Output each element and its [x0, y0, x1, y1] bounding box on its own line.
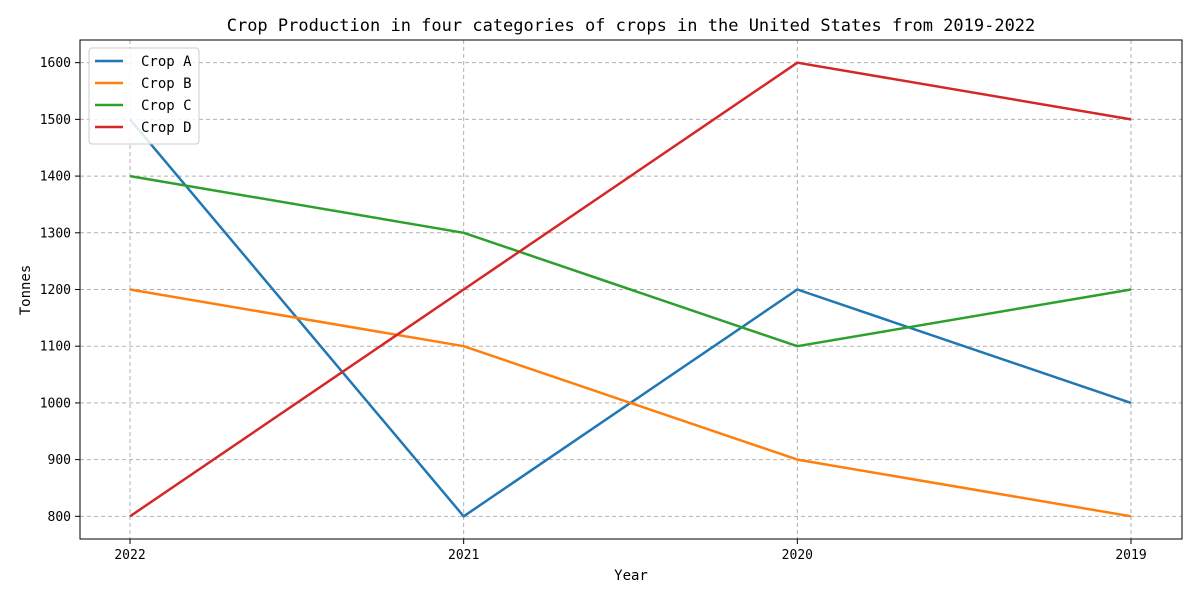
series-line-crop-d — [129, 61, 1132, 518]
y-tick-label: 900 — [48, 453, 71, 468]
legend-label: Crop B — [141, 76, 192, 92]
y-tick-label: 1300 — [40, 226, 71, 241]
legend: Crop A Crop B Crop C Crop D — [88, 47, 200, 145]
x-tick-label: 2020 — [782, 548, 813, 563]
y-tick-label: 1200 — [40, 283, 71, 298]
series-line-crop-a — [129, 118, 1132, 518]
legend-box — [88, 47, 200, 145]
y-axis-ticks: 800 900 1000 1100 1200 1300 1400 1500 1600 — [40, 56, 80, 525]
x-tick-label: 2022 — [114, 548, 145, 563]
chart-title: Crop Production in four categories of cr… — [227, 16, 1036, 36]
grid-lines — [80, 40, 1182, 539]
y-tick-label: 1600 — [40, 56, 71, 71]
y-axis-label: Tonnes — [18, 265, 34, 316]
x-axis-label: Year — [614, 568, 648, 584]
series-lines — [129, 61, 1132, 518]
x-tick-label: 2019 — [1115, 548, 1146, 563]
y-tick-label: 1000 — [40, 396, 71, 411]
series-line-crop-b — [129, 288, 1132, 518]
legend-label: Crop A — [141, 54, 192, 70]
y-tick-label: 800 — [48, 510, 71, 525]
y-tick-label: 1100 — [40, 340, 71, 355]
x-tick-label: 2021 — [448, 548, 479, 563]
y-tick-label: 1500 — [40, 113, 71, 128]
x-axis-ticks: 2022 2021 2020 2019 — [114, 539, 1147, 563]
legend-label: Crop D — [141, 120, 192, 136]
legend-label: Crop C — [141, 98, 192, 114]
y-tick-label: 1400 — [40, 170, 71, 185]
series-line-crop-c — [129, 174, 1132, 348]
